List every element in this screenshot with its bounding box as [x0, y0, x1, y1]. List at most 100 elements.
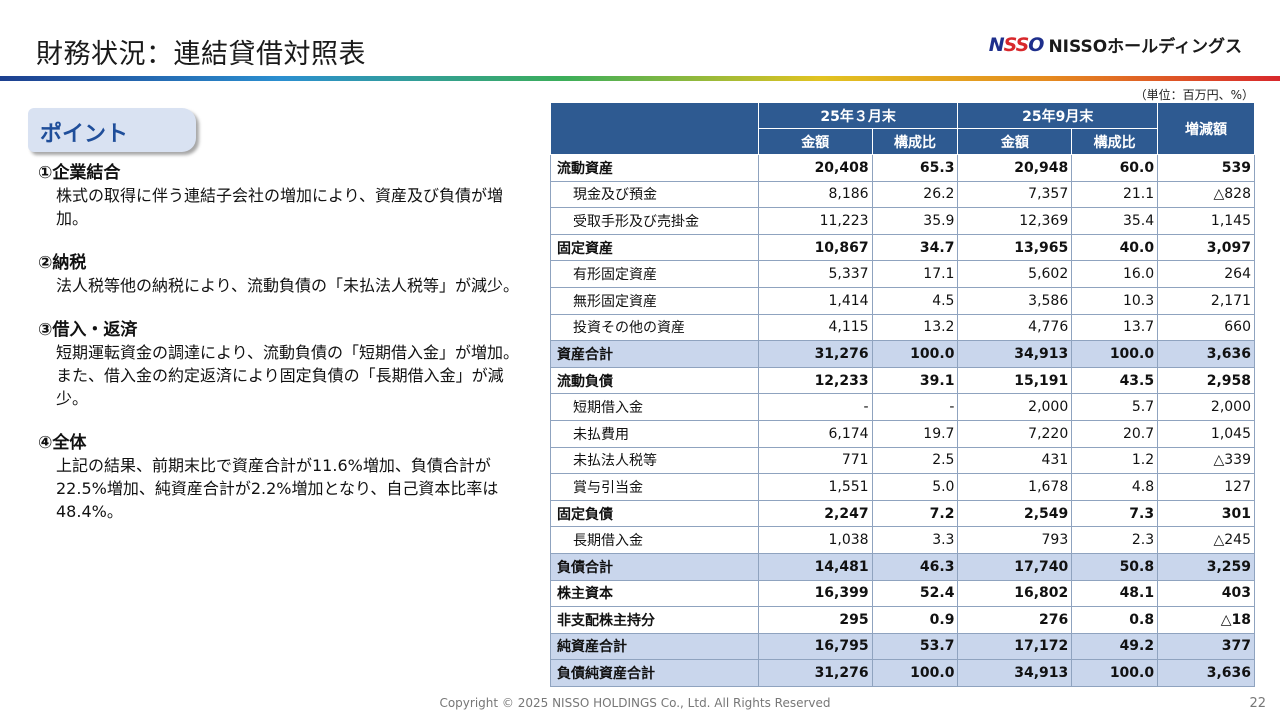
ratio-sep: 60.0 — [1071, 154, 1159, 182]
row-label: 資産合計 — [550, 340, 759, 368]
row-label: 株主資本 — [550, 579, 759, 608]
row-label: 未払法人税等 — [550, 446, 759, 475]
amount-sep: 7,220 — [957, 419, 1073, 448]
header-ratio: 構成比 — [871, 128, 959, 155]
change-amount: △18 — [1157, 606, 1255, 634]
ratio-sep: 20.7 — [1071, 419, 1159, 448]
point-tab: ポイント — [28, 108, 196, 152]
point-tab-label: ポイント — [40, 122, 129, 147]
ratio-sep: 35.4 — [1071, 207, 1159, 235]
change-amount: 3,097 — [1157, 233, 1255, 262]
change-amount: 1,045 — [1157, 419, 1255, 448]
amount-mar: 16,795 — [757, 632, 873, 661]
row-label: 未払費用 — [550, 419, 759, 448]
ratio-sep: 4.8 — [1071, 473, 1159, 501]
ratio-mar: 35.9 — [871, 207, 959, 235]
ratio-mar: 100.0 — [871, 659, 959, 687]
amount-sep: 431 — [957, 446, 1073, 475]
amount-mar: 11,223 — [757, 207, 873, 235]
change-amount: 3,259 — [1157, 552, 1255, 581]
header-ratio: 構成比 — [1071, 128, 1159, 155]
table-row: 資産合計 31,276 100.0 34,913 100.0 3,636 — [550, 340, 1255, 368]
ratio-sep: 1.2 — [1071, 446, 1159, 475]
ratio-mar: 26.2 — [871, 180, 959, 209]
point-heading: ②納税 — [38, 253, 87, 273]
amount-mar: 1,038 — [757, 526, 873, 554]
amount-sep: 1,678 — [957, 473, 1073, 501]
row-label: 固定資産 — [550, 233, 759, 262]
header-amount: 金額 — [957, 128, 1073, 155]
amount-mar: 12,233 — [757, 366, 873, 395]
row-label: 投資その他の資産 — [550, 313, 759, 342]
amount-sep: 12,369 — [957, 207, 1073, 235]
amount-sep: 16,802 — [957, 579, 1073, 608]
ratio-sep: 40.0 — [1071, 233, 1159, 262]
header-blank — [550, 102, 759, 155]
table-row: 現金及び預金 8,186 26.2 7,357 21.1 △828 — [550, 180, 1255, 209]
change-amount: △245 — [1157, 526, 1255, 554]
point-body: 上記の結果、前期末比で資産合計が11.6%増加、負債合計が22.5%増加、純資産… — [56, 456, 499, 521]
company-logo: NSSO NISSOホールディングス — [989, 32, 1242, 58]
point-heading: ①企業結合 — [38, 163, 121, 183]
table-row: 未払法人税等 771 2.5 431 1.2 △339 — [550, 446, 1255, 475]
ratio-sep: 13.7 — [1071, 313, 1159, 342]
table-row: 投資その他の資産 4,115 13.2 4,776 13.7 660 — [550, 313, 1255, 342]
table-row: 負債純資産合計 31,276 100.0 34,913 100.0 3,636 — [550, 659, 1255, 687]
amount-mar: 16,399 — [757, 579, 873, 608]
point-body: 法人税等他の納税により、流動負債の「未払法人税等」が減少。 — [56, 276, 520, 295]
page-number: 22 — [1249, 696, 1266, 711]
header-period-mar: 25年３月末 — [757, 102, 959, 129]
change-amount: 1,145 — [1157, 207, 1255, 235]
table-row: 流動資産 20,408 65.3 20,948 60.0 539 — [550, 154, 1255, 182]
point-heading: ④全体 — [38, 433, 87, 453]
ratio-mar: 2.5 — [871, 446, 959, 475]
ratio-sep: 2.3 — [1071, 526, 1159, 554]
table-row: 固定資産 10,867 34.7 13,965 40.0 3,097 — [550, 233, 1255, 262]
ratio-mar: 0.9 — [871, 606, 959, 634]
point-item: ③借入・返済 短期運転資金の調達により、流動負債の「短期借入金」が増加。また、借… — [38, 319, 528, 410]
point-item: ④全体 上記の結果、前期末比で資産合計が11.6%増加、負債合計が22.5%増加… — [38, 432, 528, 523]
ratio-mar: 65.3 — [871, 154, 959, 182]
amount-sep: 34,913 — [957, 340, 1073, 368]
ratio-mar: 7.2 — [871, 499, 959, 528]
ratio-mar: - — [871, 393, 959, 421]
row-label: 短期借入金 — [550, 393, 759, 421]
ratio-mar: 3.3 — [871, 526, 959, 554]
amount-sep: 15,191 — [957, 366, 1073, 395]
change-amount: 539 — [1157, 154, 1255, 182]
change-amount: 2,958 — [1157, 366, 1255, 395]
change-amount: 127 — [1157, 473, 1255, 501]
amount-sep: 276 — [957, 606, 1073, 634]
change-amount: 377 — [1157, 632, 1255, 661]
ratio-mar: 34.7 — [871, 233, 959, 262]
page-title: 財務状況：連結貸借対照表 — [36, 39, 366, 70]
ratio-mar: 39.1 — [871, 366, 959, 395]
row-label: 現金及び預金 — [550, 180, 759, 209]
table-row: 有形固定資産 5,337 17.1 5,602 16.0 264 — [550, 260, 1255, 288]
ratio-sep: 21.1 — [1071, 180, 1159, 209]
amount-mar: 5,337 — [757, 260, 873, 288]
ratio-sep: 100.0 — [1071, 340, 1159, 368]
table-row: 固定負債 2,247 7.2 2,549 7.3 301 — [550, 499, 1255, 528]
row-label: 非支配株主持分 — [550, 606, 759, 634]
point-item: ②納税 法人税等他の納税により、流動負債の「未払法人税等」が減少。 — [38, 252, 528, 297]
amount-sep: 5,602 — [957, 260, 1073, 288]
row-label: 固定負債 — [550, 499, 759, 528]
ratio-sep: 7.3 — [1071, 499, 1159, 528]
amount-sep: 13,965 — [957, 233, 1073, 262]
change-amount: 3,636 — [1157, 659, 1255, 687]
point-heading: ③借入・返済 — [38, 320, 138, 340]
amount-mar: 2,247 — [757, 499, 873, 528]
amount-sep: 7,357 — [957, 180, 1073, 209]
change-amount: △828 — [1157, 180, 1255, 209]
amount-mar: 31,276 — [757, 659, 873, 687]
table-row: 負債合計 14,481 46.3 17,740 50.8 3,259 — [550, 552, 1255, 581]
amount-sep: 17,740 — [957, 552, 1073, 581]
table-row: 受取手形及び売掛金 11,223 35.9 12,369 35.4 1,145 — [550, 207, 1255, 235]
amount-mar: 771 — [757, 446, 873, 475]
ratio-mar: 4.5 — [871, 286, 959, 315]
unit-note: （単位：百万円、%） — [1134, 88, 1254, 102]
amount-mar: 1,414 — [757, 286, 873, 315]
row-label: 有形固定資産 — [550, 260, 759, 288]
amount-sep: 3,586 — [957, 286, 1073, 315]
